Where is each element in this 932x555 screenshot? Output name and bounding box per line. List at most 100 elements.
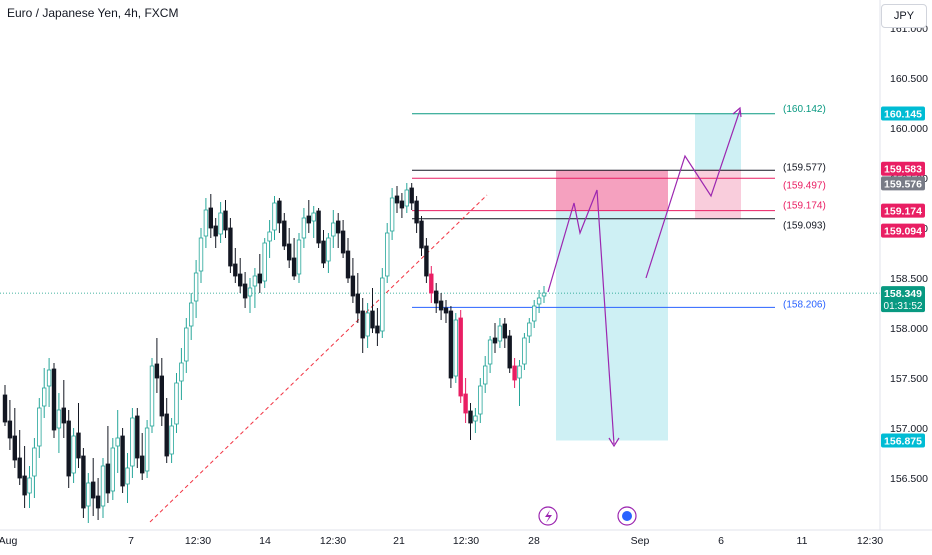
candle-body [527, 322, 532, 337]
price-tag [881, 176, 925, 191]
candle-body [522, 337, 527, 365]
candle-body [394, 195, 400, 204]
candle-body [125, 467, 130, 485]
time-tick-label: 7 [128, 535, 134, 547]
price-tag [881, 203, 925, 218]
level-label: (159.174) [783, 201, 826, 212]
projection-rise [645, 109, 741, 279]
candle-body [86, 482, 91, 507]
position-zones [556, 113, 741, 441]
candle-body [487, 339, 493, 365]
candle-body [233, 263, 238, 277]
level-label: (160.142) [783, 104, 826, 115]
candle-body [375, 325, 380, 334]
candle-body [154, 363, 160, 379]
dashed-trendline [149, 194, 488, 523]
projection-path [547, 106, 742, 448]
time-tick-label: 11 [797, 535, 808, 547]
trendline [149, 194, 488, 523]
candle-body [27, 477, 32, 494]
candle-body [360, 310, 365, 339]
price-tick-label: 158.000 [890, 323, 928, 335]
price-tag-text: 160.145 [884, 109, 922, 121]
candle-body [326, 237, 331, 262]
candle-body [193, 272, 199, 302]
short-stop-zone [556, 170, 668, 211]
candle-body [184, 327, 189, 362]
candle-body [350, 275, 356, 297]
candle-body [311, 212, 316, 222]
candle-body [179, 362, 184, 382]
candle-body [218, 212, 223, 235]
chart-title: Euro / Japanese Yen, 4h, FXCM [7, 6, 179, 20]
candle-body [355, 293, 360, 314]
candle-body [252, 275, 258, 287]
candle-body [37, 407, 42, 447]
candle-body [448, 310, 454, 379]
candle-body [370, 310, 375, 329]
candle-body [198, 237, 204, 272]
price-tag [881, 161, 925, 176]
long-target-zone [695, 113, 741, 170]
time-tick-label: 12:30 [857, 535, 883, 547]
price-tag-text: 159.094 [884, 226, 922, 238]
candle-body [438, 300, 444, 311]
currency-selector[interactable]: JPY [881, 4, 927, 28]
candle-body [429, 273, 434, 294]
candle-body [76, 432, 81, 459]
candle-body [532, 305, 537, 322]
candle-body [443, 307, 449, 314]
candle-body [91, 481, 96, 499]
candle-body [291, 257, 297, 277]
candle-body [257, 273, 262, 284]
candle-body [149, 365, 155, 427]
candle-body [71, 435, 76, 474]
candle-body [458, 317, 463, 397]
candle-body [32, 447, 37, 477]
candle-body [56, 409, 62, 429]
price-tag-text: 158.349 [884, 288, 922, 300]
candle-body [242, 283, 248, 299]
candle-body [277, 200, 282, 224]
candle-body [272, 202, 277, 231]
time-tick-label: 12:30 [185, 535, 211, 547]
candle-body [282, 220, 287, 247]
candle-body [203, 209, 209, 237]
candle-body [2, 394, 8, 423]
level-label: (159.093) [783, 221, 826, 232]
candle-body [409, 187, 414, 204]
candle-body [208, 207, 213, 229]
candle-body [7, 420, 13, 439]
price-tick-label: 158.500 [890, 273, 928, 285]
candle-body [213, 225, 218, 237]
candle-body [139, 455, 145, 474]
candle-body [188, 302, 194, 327]
time-tick-label: 14 [259, 535, 271, 547]
candle-body [478, 385, 483, 415]
candle-body [100, 465, 106, 507]
candle-body [12, 435, 17, 461]
price-tag [881, 433, 925, 448]
projection-arrow-head [732, 106, 742, 118]
candle-body [130, 417, 135, 467]
candle-body [247, 287, 253, 297]
candle-body [61, 407, 66, 424]
candle-body [463, 393, 468, 414]
price-tick-label: 160.500 [890, 73, 928, 85]
candle-body [164, 413, 169, 457]
candle-body [512, 365, 517, 381]
candle-body [296, 239, 302, 275]
price-tag-text: 159.576 [884, 178, 922, 190]
price-tick-label: 156.500 [890, 473, 928, 485]
price-tags: 160.145 159.583 159.576 159.174 159.094 158.3… [881, 106, 925, 448]
candle-body [384, 232, 390, 277]
candle-body [22, 475, 27, 496]
candle-body [404, 189, 409, 207]
candle-body [51, 368, 57, 431]
candle-body [144, 427, 150, 472]
candle-body [95, 495, 101, 509]
event-markers [538, 506, 637, 526]
